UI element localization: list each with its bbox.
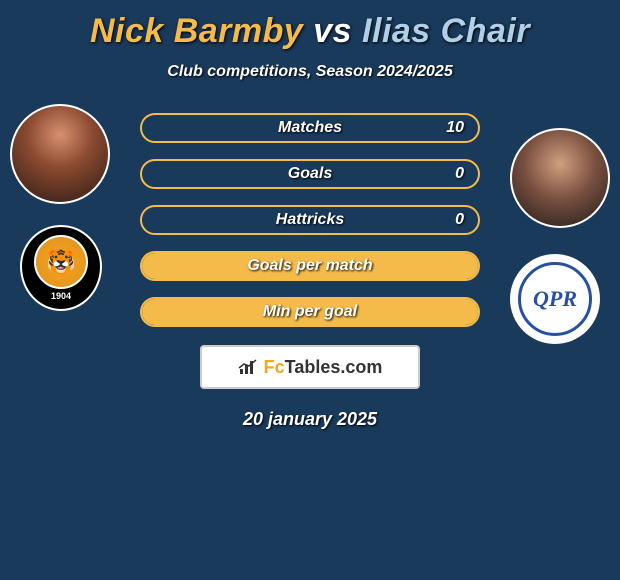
chart-icon bbox=[238, 359, 258, 375]
stat-label: Hattricks bbox=[276, 211, 344, 229]
comparison-title: Nick Barmby vs Ilias Chair bbox=[0, 0, 620, 51]
player1-avatar bbox=[10, 104, 110, 204]
player2-name: Ilias Chair bbox=[362, 12, 530, 50]
stat-bar: Goals 0 bbox=[140, 159, 480, 189]
branding-text: FcTables.com bbox=[264, 357, 383, 378]
branding-suffix: Tables.com bbox=[285, 357, 383, 377]
qpr-badge: QPR bbox=[518, 262, 592, 336]
stat-bar: Hattricks 0 bbox=[140, 205, 480, 235]
stat-value: 10 bbox=[446, 119, 464, 137]
club-year: 1904 bbox=[51, 291, 71, 301]
stat-value: 0 bbox=[455, 211, 464, 229]
stat-value: 0 bbox=[455, 165, 464, 183]
stat-label: Min per goal bbox=[263, 303, 357, 321]
date: 20 january 2025 bbox=[0, 409, 620, 430]
tiger-icon: 🐯 bbox=[34, 235, 88, 289]
subtitle: Club competitions, Season 2024/2025 bbox=[0, 63, 620, 81]
stat-label: Matches bbox=[278, 119, 342, 137]
stat-bar: Matches 10 bbox=[140, 113, 480, 143]
stat-label: Goals bbox=[288, 165, 332, 183]
stat-label: Goals per match bbox=[247, 257, 372, 275]
branding-prefix: Fc bbox=[264, 357, 285, 377]
stat-bar: Min per goal bbox=[140, 297, 480, 327]
player1-club-logo: 🐯 1904 bbox=[20, 225, 102, 311]
branding: FcTables.com bbox=[200, 345, 420, 389]
player2-club-logo: QPR bbox=[510, 254, 600, 344]
player2-avatar bbox=[510, 128, 610, 228]
stats-bars: Matches 10 Goals 0 Hattricks 0 Goals per… bbox=[140, 113, 480, 327]
qpr-initials: QPR bbox=[533, 286, 577, 312]
player1-name: Nick Barmby bbox=[90, 12, 303, 50]
stat-bar: Goals per match bbox=[140, 251, 480, 281]
vs-text: vs bbox=[313, 12, 352, 50]
